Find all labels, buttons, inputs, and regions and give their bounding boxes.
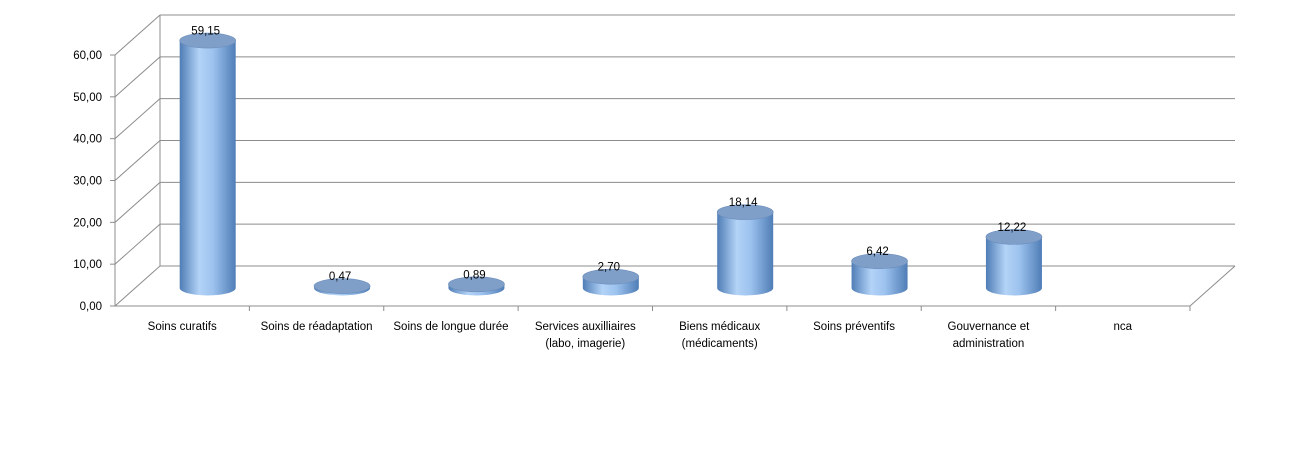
y-tick-label: 10,00 (73, 259, 102, 271)
data-label: 12,22 (998, 222, 1027, 234)
bar (582, 268, 640, 296)
bar (851, 253, 908, 296)
category-label: Soins de réadaptation (261, 321, 373, 333)
category-label: (médicaments) (682, 338, 758, 350)
bar-top (851, 253, 908, 269)
category-label: (labo, imagerie) (545, 338, 625, 350)
bar (313, 278, 371, 296)
category-label: Biens médicaux (679, 321, 760, 333)
bars (179, 32, 1043, 296)
axes (110, 54, 1236, 311)
labels: 0,00 10,00 20,00 30,00 40,00 50,00 60,00 Soins … (73, 26, 1132, 350)
gridline-side (114, 14, 161, 56)
bar-top (313, 278, 371, 294)
category-label: Gouvernance et (948, 321, 1031, 333)
data-label: 0,47 (329, 271, 351, 283)
y-tick-label: 20,00 (73, 217, 102, 229)
data-label: 18,14 (729, 197, 758, 209)
floor-right-edge (1189, 265, 1236, 307)
category-label: administration (953, 338, 1025, 350)
gridline-side (114, 56, 161, 98)
category-label: Soins préventifs (813, 321, 895, 333)
data-label: 2,70 (598, 262, 620, 274)
bar (448, 276, 505, 296)
y-tick-label: 40,00 (73, 134, 102, 146)
gridline-side (114, 98, 161, 140)
category-label: nca (1114, 321, 1133, 333)
data-label: 6,42 (866, 246, 888, 258)
bar-top (448, 276, 505, 293)
gridline-side (114, 223, 161, 265)
gridline-side (114, 181, 161, 223)
gridline-side (114, 265, 161, 307)
category-label: Soins de longue durée (393, 321, 508, 333)
gridlines (114, 14, 1235, 307)
data-label: 0,89 (463, 269, 485, 281)
bar-top (985, 229, 1043, 245)
y-tick-label: 30,00 (73, 176, 102, 188)
y-tick-label: 60,00 (73, 50, 102, 62)
bar-body (851, 261, 908, 296)
data-label: 59,15 (191, 26, 220, 38)
bar (985, 229, 1043, 296)
bar-top (179, 32, 236, 49)
bar (179, 32, 236, 296)
bar-body (179, 40, 236, 296)
bar-body (985, 236, 1042, 296)
y-tick-label: 0,00 (80, 301, 102, 313)
category-label: Soins curatifs (148, 321, 217, 333)
y-tick-label: 50,00 (73, 92, 102, 104)
bar-top (716, 204, 774, 220)
bar-top (582, 268, 640, 285)
gridline-side (114, 140, 161, 181)
bar (716, 204, 774, 296)
bar-body (717, 212, 774, 296)
category-label: Services auxilliaires (535, 321, 636, 333)
